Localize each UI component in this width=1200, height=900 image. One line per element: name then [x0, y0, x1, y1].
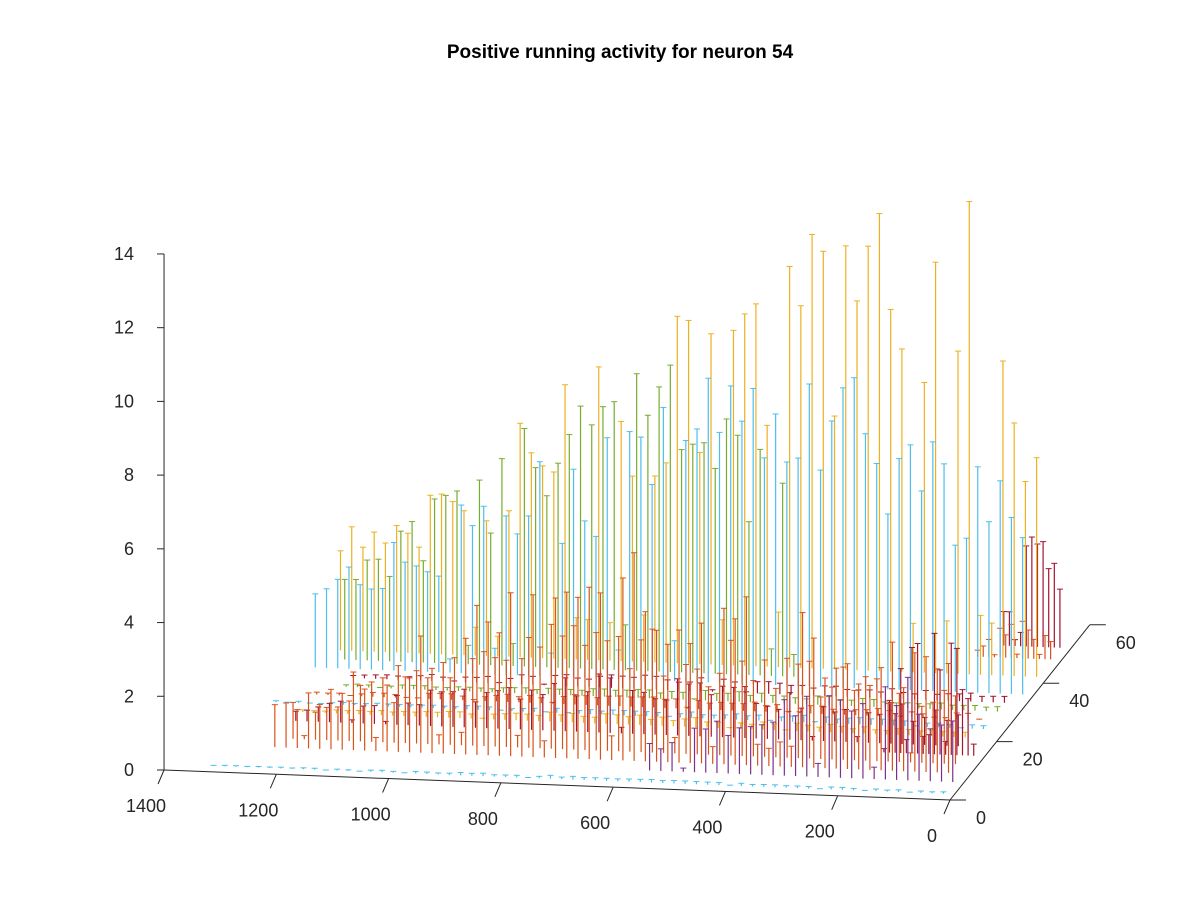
x-axis-line [164, 769, 951, 801]
z-tick-label: 4 [124, 613, 134, 633]
x-tick-label: 1000 [351, 805, 391, 825]
z-tick-label: 10 [114, 391, 134, 411]
x-tick [718, 791, 726, 806]
x-tick [943, 799, 951, 815]
stem-series [337, 201, 1040, 677]
stem-series [880, 632, 977, 756]
stem-series [271, 552, 952, 773]
x-tick-label: 1200 [238, 800, 278, 820]
x-tick [269, 774, 277, 789]
stem-series [1000, 536, 1063, 648]
chart-title: Positive running activity for neuron 54 [447, 42, 794, 63]
x-tick [382, 778, 390, 793]
z-tick-label: 12 [114, 318, 134, 338]
z-tick-label: 6 [124, 539, 134, 559]
z-tick-label: 8 [124, 465, 134, 485]
x-tick [606, 786, 614, 802]
z-tick-label: 14 [114, 244, 134, 264]
stem-series [341, 364, 797, 677]
axes: 0200400600800100012001400020406002468101… [114, 244, 1136, 846]
z-tick-label: 2 [124, 686, 134, 706]
y-tick-label: 20 [1023, 750, 1043, 770]
y-tick-label: 60 [1116, 633, 1136, 653]
stem-series [290, 623, 959, 765]
x-tick-label: 600 [580, 813, 610, 833]
stem-series [312, 377, 1026, 695]
x-tick-label: 1400 [126, 796, 166, 816]
stem-series [210, 764, 947, 794]
x-tick-label: 400 [692, 817, 722, 837]
stem-series [646, 676, 956, 783]
x-tick [494, 782, 502, 798]
z-tick-label: 0 [124, 760, 134, 780]
x-tick [157, 769, 165, 785]
x-tick [831, 795, 839, 810]
y-tick-label: 0 [976, 808, 986, 828]
x-tick-label: 800 [468, 809, 498, 829]
stem-series [292, 673, 962, 747]
stems [210, 201, 1063, 794]
stem-series [273, 700, 987, 730]
x-tick-label: 0 [927, 826, 937, 846]
x-tick-label: 200 [805, 822, 835, 842]
y-tick-label: 40 [1069, 691, 1089, 711]
stem-series [313, 691, 983, 720]
y-axis-line [949, 624, 1091, 801]
